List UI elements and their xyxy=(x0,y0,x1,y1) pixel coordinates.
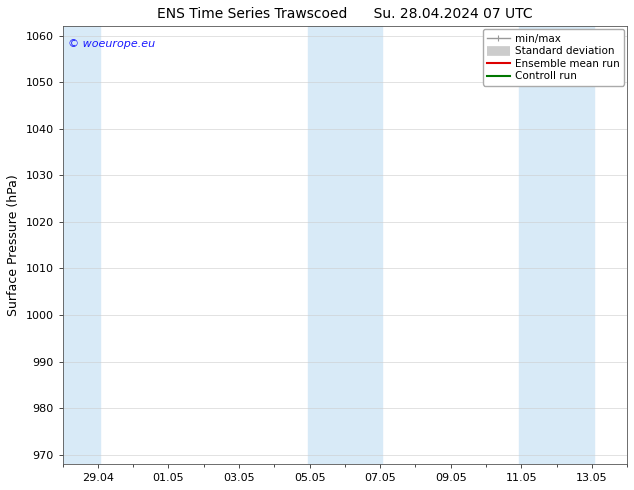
Bar xyxy=(519,26,593,464)
Title: ENS Time Series Trawscoed      Su. 28.04.2024 07 UTC: ENS Time Series Trawscoed Su. 28.04.2024… xyxy=(157,7,533,21)
Y-axis label: Surface Pressure (hPa): Surface Pressure (hPa) xyxy=(7,174,20,316)
Bar xyxy=(308,26,382,464)
Legend: min/max, Standard deviation, Ensemble mean run, Controll run: min/max, Standard deviation, Ensemble me… xyxy=(482,29,624,86)
Text: © woeurope.eu: © woeurope.eu xyxy=(68,39,155,49)
Bar xyxy=(61,26,100,464)
